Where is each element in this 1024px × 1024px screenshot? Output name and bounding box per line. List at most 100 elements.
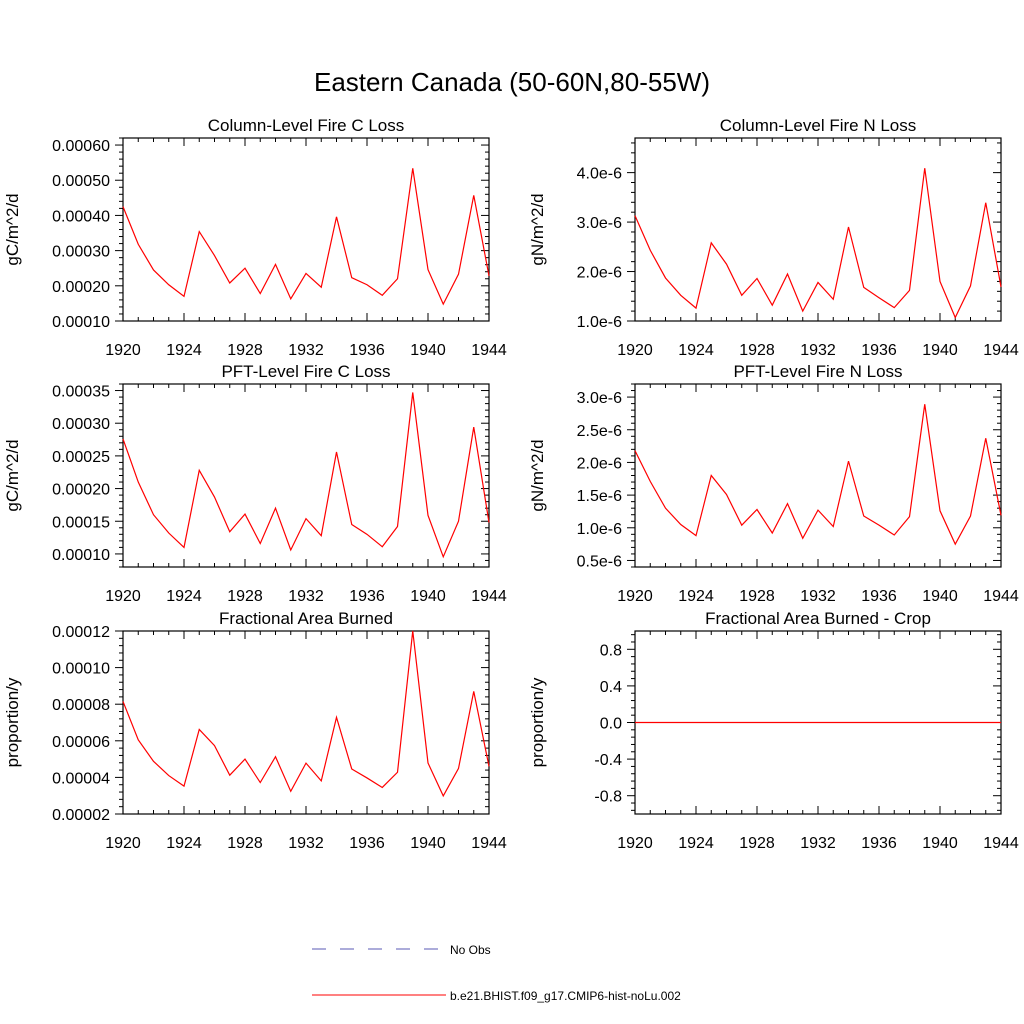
y-tick-label: 2.5e-6: [577, 423, 622, 440]
chart-panel-3: PFT-Level Fire C Loss gC/m^2/d 1920 1924 192…: [3, 362, 507, 605]
y-tick-label: -0.8: [594, 789, 622, 806]
figure-title: Eastern Canada (50-60N,80-55W): [314, 67, 710, 97]
x-tick-label: 1936: [861, 835, 897, 852]
x-tick-label: 1920: [105, 835, 141, 852]
x-tick-label: 1920: [617, 588, 653, 605]
y-tick-label: 0.00040: [52, 208, 110, 225]
x-tick-label: 1932: [800, 588, 836, 605]
y-tick-label: 2.0e-6: [577, 455, 622, 472]
y-tick-label: 3.0e-6: [577, 390, 622, 407]
legend-model-label: b.e21.BHIST.f09_g17.CMIP6-hist-noLu.002: [450, 989, 681, 1003]
legend-obs-label: No Obs: [450, 943, 491, 957]
x-tick-label: 1944: [983, 588, 1019, 605]
chart-title: PFT-Level Fire N Loss: [733, 362, 902, 381]
y-tick-label: 1.0e-6: [577, 314, 622, 331]
plot-frame: [634, 137, 1002, 322]
x-tick-label: 1920: [105, 342, 141, 359]
y-tick-label: 0.00020: [52, 279, 110, 296]
chart-panel-4: PFT-Level Fire N Loss gN/m^2/d 1920 1924 192…: [528, 362, 1019, 605]
y-tick-label: 4.0e-6: [577, 166, 622, 183]
x-tick-label: 1928: [739, 588, 775, 605]
y-tick-label: -0.4: [594, 752, 622, 769]
chart-title: Fractional Area Burned - Crop: [705, 609, 931, 628]
y-tick-label: 0.4: [600, 679, 622, 696]
series-line: [122, 168, 490, 306]
y-tick-label: 0.8: [600, 642, 622, 659]
y-tick-label: 0.00035: [52, 384, 110, 401]
x-tick-label: 1936: [349, 342, 385, 359]
y-tick-label: 0.00050: [52, 173, 110, 190]
x-tick-label: 1936: [861, 342, 897, 359]
legend: No Obs b.e21.BHIST.f09_g17.CMIP6-hist-no…: [312, 943, 681, 1003]
x-tick-label: 1924: [678, 835, 714, 852]
chart-panel-2: Column-Level Fire N Loss gN/m^2/d 1920 1924…: [528, 116, 1019, 359]
series-line: [634, 168, 1002, 319]
x-tick-label: 1944: [471, 588, 507, 605]
panels: Column-Level Fire C Loss gC/m^2/d 1920 1924…: [3, 116, 1019, 852]
x-tick-label: 1928: [227, 342, 263, 359]
y-tick-label: 1.0e-6: [577, 521, 622, 538]
x-tick-label: 1928: [227, 835, 263, 852]
x-tick-label: 1936: [349, 588, 385, 605]
y-tick-label: 0.00010: [52, 547, 110, 564]
y-tick-label: 0.00025: [52, 449, 110, 466]
y-tick-label: 0.5e-6: [577, 553, 622, 570]
y-axis-label: gC/m^2/d: [3, 193, 22, 265]
y-tick-label: 1.5e-6: [577, 488, 622, 505]
y-tick-label: 0.00002: [52, 807, 110, 824]
plot-frame: [634, 383, 1002, 568]
y-axis-label: gN/m^2/d: [528, 193, 547, 265]
chart-panel-5: Fractional Area Burned proportion/y 1920 19…: [3, 609, 507, 852]
y-axis-label: proportion/y: [3, 677, 22, 767]
x-tick-label: 1920: [617, 835, 653, 852]
y-tick-label: 0.00060: [52, 138, 110, 155]
plot-frame: [122, 630, 490, 815]
y-tick-label: 2.0e-6: [577, 265, 622, 282]
x-tick-label: 1944: [471, 835, 507, 852]
x-tick-label: 1928: [739, 342, 775, 359]
chart-title: Column-Level Fire N Loss: [720, 116, 917, 135]
x-tick-label: 1920: [105, 588, 141, 605]
x-tick-label: 1940: [410, 588, 446, 605]
y-tick-label: 0.00012: [52, 624, 110, 641]
x-tick-label: 1924: [166, 588, 202, 605]
y-tick-label: 0.0: [600, 716, 622, 733]
x-tick-label: 1924: [678, 588, 714, 605]
series-line: [634, 404, 1002, 546]
y-tick-label: 0.00010: [52, 661, 110, 678]
x-tick-label: 1932: [288, 835, 324, 852]
plot-frame: [122, 383, 490, 568]
x-tick-label: 1940: [410, 835, 446, 852]
chart-title: Column-Level Fire C Loss: [208, 116, 405, 135]
x-tick-label: 1932: [288, 342, 324, 359]
chart-panel-6: Fractional Area Burned - Crop proportion/…: [528, 609, 1019, 852]
x-tick-label: 1932: [800, 342, 836, 359]
series-line: [122, 630, 490, 798]
x-tick-label: 1940: [922, 588, 958, 605]
chart-panel-1: Column-Level Fire C Loss gC/m^2/d 1920 1924…: [3, 116, 507, 359]
y-tick-label: 0.00010: [52, 314, 110, 331]
x-tick-label: 1924: [166, 342, 202, 359]
y-axis-label: proportion/y: [528, 677, 547, 767]
y-tick-label: 0.00030: [52, 244, 110, 261]
y-tick-label: 0.00004: [52, 770, 110, 787]
x-tick-label: 1936: [861, 588, 897, 605]
plot-frame: [122, 137, 490, 322]
x-tick-label: 1944: [983, 835, 1019, 852]
x-tick-label: 1936: [349, 835, 385, 852]
y-tick-label: 3.0e-6: [577, 215, 622, 232]
x-tick-label: 1924: [166, 835, 202, 852]
x-tick-label: 1932: [800, 835, 836, 852]
x-tick-label: 1944: [471, 342, 507, 359]
y-tick-label: 0.00030: [52, 416, 110, 433]
x-tick-label: 1928: [739, 835, 775, 852]
chart-title: Fractional Area Burned: [219, 609, 393, 628]
x-tick-label: 1920: [617, 342, 653, 359]
x-tick-label: 1924: [678, 342, 714, 359]
x-tick-label: 1940: [410, 342, 446, 359]
x-tick-label: 1940: [922, 835, 958, 852]
x-tick-label: 1932: [288, 588, 324, 605]
x-tick-label: 1940: [922, 342, 958, 359]
y-tick-label: 0.00020: [52, 482, 110, 499]
